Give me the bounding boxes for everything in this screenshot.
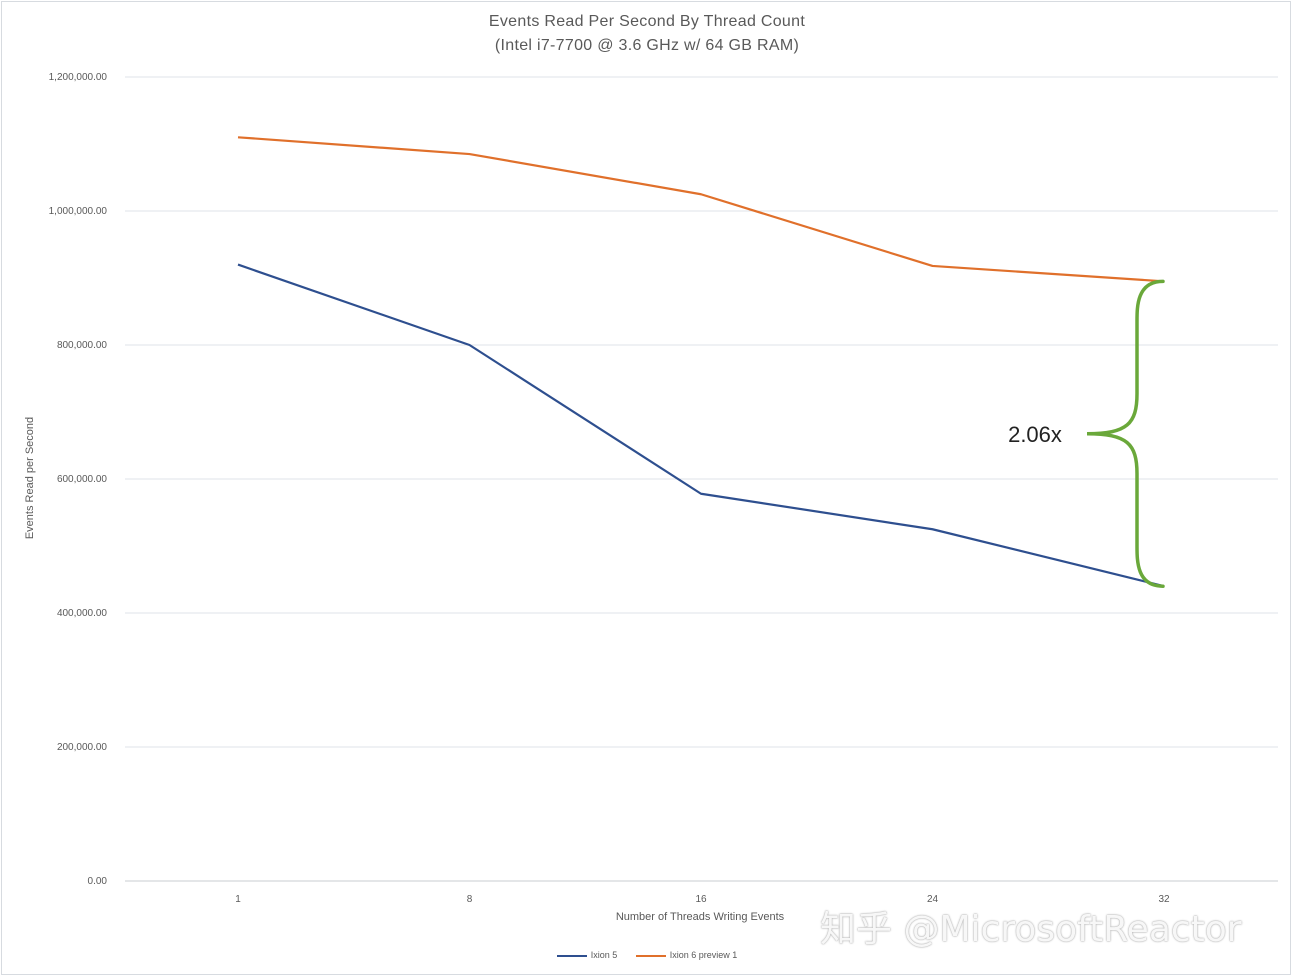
chart-subtitle: (Intel i7-7700 @ 3.6 GHz w/ 64 GB RAM) <box>494 37 800 54</box>
annotation-label: 2.06x <box>1008 422 1062 447</box>
legend-swatch-series-2 <box>635 954 666 957</box>
y-tick-label: 1,000,000.00 <box>49 206 108 217</box>
x-tick-label: 32 <box>1158 894 1170 905</box>
y-tick-label: 1,200,000.00 <box>49 72 108 83</box>
y-tick-label: 400,000.00 <box>57 608 107 619</box>
legend-label-series-2: Ixion 6 preview 1 <box>669 950 738 960</box>
legend-item-series-2: Ixion 6 preview 1 <box>635 950 738 960</box>
x-axis-label: Number of Threads Writing Events <box>615 911 785 923</box>
y-tick-label: 0.00 <box>88 876 108 887</box>
legend-item-series-1: Ixion 5 <box>556 950 618 960</box>
chart-title: Events Read Per Second By Thread Count <box>488 13 806 30</box>
x-tick-label: 1 <box>235 894 241 905</box>
x-tick-label: 16 <box>695 894 707 905</box>
series-line-2 <box>237 136 1165 283</box>
y-tick-label: 800,000.00 <box>57 340 107 351</box>
y-tick-label: 600,000.00 <box>57 474 107 485</box>
legend-label-series-1: Ixion 5 <box>590 950 618 960</box>
x-tick-label: 8 <box>467 894 473 905</box>
legend-swatch-series-1 <box>556 954 587 957</box>
annotation-brace <box>1086 279 1165 588</box>
watermark: 知乎 @MicrosoftReactor <box>820 909 1242 950</box>
y-tick-label: 200,000.00 <box>57 742 107 753</box>
legend: Ixion 5 Ixion 6 preview 1 <box>0 950 1294 960</box>
x-tick-label: 24 <box>927 894 939 905</box>
